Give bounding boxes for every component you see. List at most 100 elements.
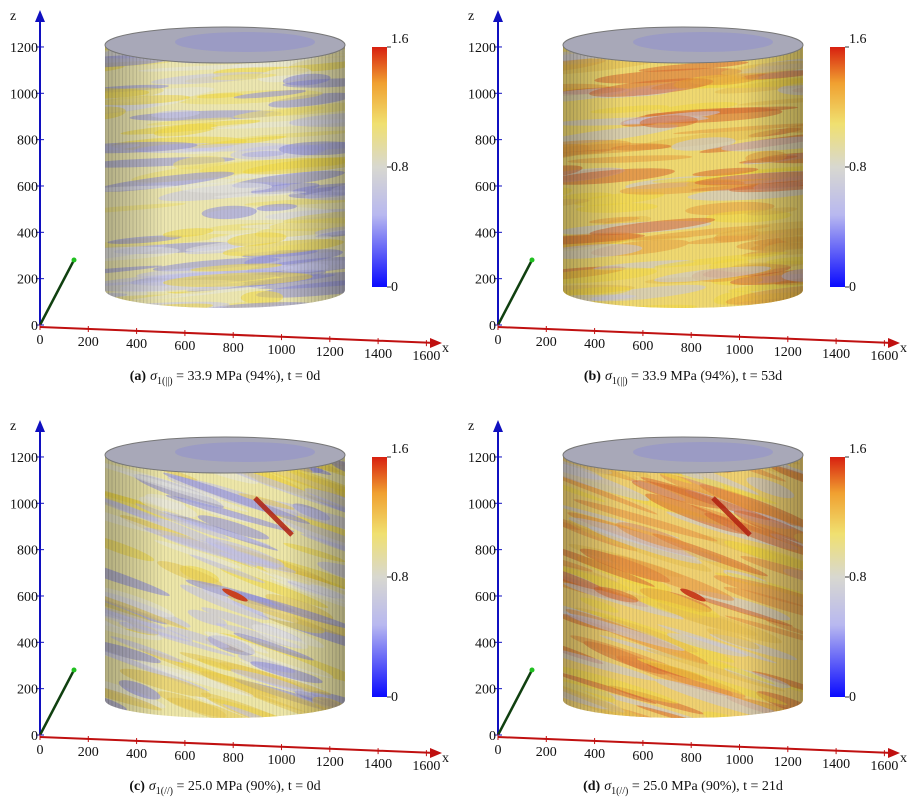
z-tick-label: 800 bbox=[475, 544, 496, 559]
z-tick-label: 400 bbox=[17, 226, 38, 241]
caption-symbol: σ bbox=[149, 779, 157, 794]
z-tick-label: 0 bbox=[31, 319, 38, 334]
cylinder-shade bbox=[563, 45, 803, 308]
x-axis bbox=[497, 736, 895, 754]
x-tick-label: 600 bbox=[632, 749, 653, 764]
hot-streak bbox=[253, 496, 294, 537]
caption-symbol: σ bbox=[604, 779, 612, 794]
cylinder-top-tint bbox=[175, 32, 315, 52]
z-tick-label: 200 bbox=[17, 683, 38, 698]
x-tick-label: 1600 bbox=[412, 759, 440, 774]
caption: (a) σ1(||) = 33.9 MPa (94%), t = 0d bbox=[130, 369, 321, 387]
caption-symbol: σ bbox=[605, 369, 613, 384]
x-tick-label: 600 bbox=[632, 339, 653, 354]
z-tick-label: 200 bbox=[475, 683, 496, 698]
caption: (b) σ1(||) = 33.9 MPa (94%), t = 53d bbox=[584, 369, 782, 387]
z-tick-label: 0 bbox=[489, 729, 496, 744]
caption-label: (a) bbox=[130, 369, 147, 384]
cylinder-top bbox=[562, 436, 804, 474]
z-label: z bbox=[10, 419, 16, 434]
y-axis bbox=[38, 669, 76, 736]
caption-symbol: σ bbox=[150, 369, 158, 384]
y-axis bbox=[496, 669, 534, 736]
z-tick-label: 1200 bbox=[10, 451, 38, 466]
x-tick-label: 1200 bbox=[316, 345, 344, 360]
cylinder-shade bbox=[105, 455, 345, 718]
caption-label: (c) bbox=[129, 779, 145, 794]
x-tick-label: 600 bbox=[174, 339, 195, 354]
x-tick-label: 1600 bbox=[870, 759, 898, 774]
z-arrow bbox=[493, 10, 503, 22]
caption: (c) σ1(//) = 25.0 MPa (90%), t = 0d bbox=[129, 779, 320, 797]
caption-subscript: 1(//) bbox=[156, 786, 173, 797]
x-tick-label: 0 bbox=[37, 743, 44, 758]
x-tick-label: 1400 bbox=[364, 757, 392, 772]
colorbar-label: 1.6 bbox=[849, 442, 867, 457]
x-label: x bbox=[442, 751, 449, 766]
x-tick-label: 1000 bbox=[726, 753, 754, 768]
z-tick-label: 600 bbox=[17, 590, 38, 605]
x-arrow bbox=[430, 748, 442, 758]
x-tick-label: 0 bbox=[495, 743, 502, 758]
panel: z x 0 200 400 600 800 1000 1200 0 200 400 600 800 1000… bbox=[468, 419, 907, 797]
x-tick-label: 1400 bbox=[822, 757, 850, 772]
z-tick-label: 200 bbox=[475, 273, 496, 288]
x-tick-label: 200 bbox=[536, 335, 557, 350]
x-tick-label: 200 bbox=[78, 745, 99, 760]
colorbar-label: 0 bbox=[391, 690, 398, 705]
colorbar-label: 1.6 bbox=[849, 32, 867, 47]
x-tick-label: 800 bbox=[681, 751, 702, 766]
z-tick-label: 400 bbox=[17, 636, 38, 651]
cylinder-shade bbox=[105, 45, 345, 308]
x-tick-label: 800 bbox=[223, 751, 244, 766]
x-tick-label: 1000 bbox=[726, 343, 754, 358]
colorbar-label: 1.6 bbox=[391, 32, 409, 47]
z-tick-label: 1000 bbox=[468, 87, 496, 102]
hot-spot bbox=[680, 588, 706, 602]
z-label: z bbox=[10, 9, 16, 24]
cylinder-shade bbox=[563, 455, 803, 718]
colorbar bbox=[830, 457, 845, 697]
streak bbox=[623, 310, 695, 321]
caption-subscript: 1(||) bbox=[612, 376, 628, 387]
colorbar-label: 0.8 bbox=[849, 570, 867, 585]
cylinder-top-tint bbox=[633, 442, 773, 462]
z-tick-label: 400 bbox=[475, 226, 496, 241]
x-axis bbox=[39, 736, 437, 754]
z-tick-label: 0 bbox=[31, 729, 38, 744]
z-label: z bbox=[468, 419, 474, 434]
colorbar-label: 0.8 bbox=[391, 160, 409, 175]
x-tick-label: 200 bbox=[78, 335, 99, 350]
z-tick-label: 1000 bbox=[468, 497, 496, 512]
x-arrow bbox=[430, 338, 442, 348]
cylinder-top bbox=[104, 436, 346, 474]
z-label: z bbox=[468, 9, 474, 24]
cylinder-top-tint bbox=[175, 442, 315, 462]
z-tick-label: 800 bbox=[17, 134, 38, 149]
caption-label: (d) bbox=[583, 779, 600, 794]
z-tick-label: 1200 bbox=[468, 41, 496, 56]
colorbar bbox=[830, 47, 845, 287]
x-tick-label: 1000 bbox=[268, 343, 296, 358]
x-tick-label: 400 bbox=[584, 747, 605, 762]
x-tick-label: 1200 bbox=[774, 755, 802, 770]
y-axis bbox=[496, 259, 534, 326]
caption: (d) σ1(//) = 25.0 MPa (90%), t = 21d bbox=[583, 779, 783, 797]
x-axis bbox=[39, 326, 437, 344]
z-tick-label: 1000 bbox=[10, 87, 38, 102]
x-tick-label: 1200 bbox=[316, 755, 344, 770]
caption-text: = 33.9 MPa (94%), t = 0d bbox=[173, 369, 321, 384]
z-tick-label: 1200 bbox=[10, 41, 38, 56]
colorbar-label: 0 bbox=[849, 280, 856, 295]
z-arrow bbox=[493, 420, 503, 432]
x-tick-label: 600 bbox=[174, 749, 195, 764]
x-tick-label: 400 bbox=[584, 337, 605, 352]
x-label: x bbox=[900, 341, 907, 356]
z-arrow bbox=[35, 10, 45, 22]
x-tick-label: 1400 bbox=[822, 347, 850, 362]
colorbar-label: 0 bbox=[849, 690, 856, 705]
x-tick-label: 1600 bbox=[412, 349, 440, 364]
x-tick-label: 800 bbox=[681, 341, 702, 356]
cylinder bbox=[105, 455, 345, 718]
